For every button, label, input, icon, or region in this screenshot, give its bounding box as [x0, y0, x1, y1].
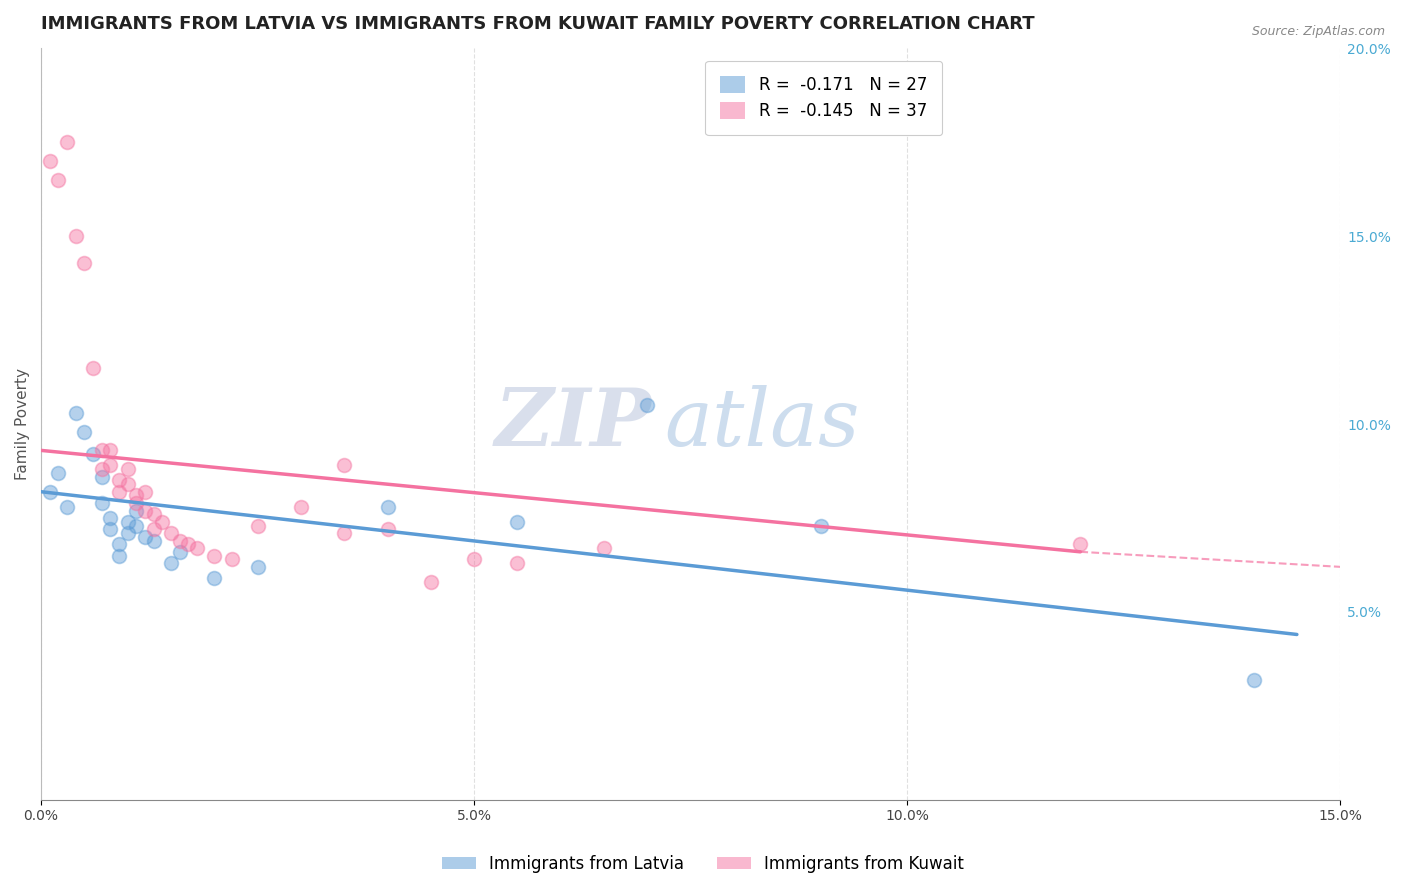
Point — [221, 552, 243, 566]
Point — [100, 511, 122, 525]
Point — [134, 530, 156, 544]
Text: Source: ZipAtlas.com: Source: ZipAtlas.com — [1251, 25, 1385, 38]
Point — [38, 484, 60, 499]
Point — [202, 549, 225, 563]
Point — [108, 549, 131, 563]
Point — [65, 229, 87, 244]
Point — [100, 522, 122, 536]
Point — [1243, 673, 1265, 687]
Point — [73, 255, 96, 269]
Legend: R =  -0.171   N = 27, R =  -0.145   N = 37: R = -0.171 N = 27, R = -0.145 N = 37 — [706, 61, 942, 136]
Legend: Immigrants from Latvia, Immigrants from Kuwait: Immigrants from Latvia, Immigrants from … — [436, 848, 970, 880]
Text: ZIP: ZIP — [495, 385, 651, 463]
Point — [117, 526, 139, 541]
Point — [125, 503, 148, 517]
Point — [90, 469, 112, 483]
Point — [48, 173, 70, 187]
Point — [169, 545, 191, 559]
Point — [290, 500, 312, 514]
Point — [246, 559, 269, 574]
Point — [333, 458, 356, 473]
Point — [100, 458, 122, 473]
Point — [90, 496, 112, 510]
Point — [142, 533, 165, 548]
Point — [463, 552, 485, 566]
Point — [117, 477, 139, 491]
Point — [419, 574, 441, 589]
Y-axis label: Family Poverty: Family Poverty — [15, 368, 30, 480]
Point — [56, 136, 79, 150]
Point — [65, 406, 87, 420]
Point — [506, 515, 529, 529]
Point — [90, 462, 112, 476]
Point — [186, 541, 208, 555]
Point — [1069, 537, 1091, 551]
Point — [108, 484, 131, 499]
Point — [150, 515, 173, 529]
Point — [117, 462, 139, 476]
Point — [108, 537, 131, 551]
Point — [177, 537, 200, 551]
Point — [142, 508, 165, 522]
Point — [134, 484, 156, 499]
Point — [125, 518, 148, 533]
Point — [90, 443, 112, 458]
Point — [636, 398, 658, 412]
Point — [169, 533, 191, 548]
Point — [38, 154, 60, 169]
Point — [246, 518, 269, 533]
Point — [125, 496, 148, 510]
Point — [377, 500, 399, 514]
Point — [142, 522, 165, 536]
Point — [100, 443, 122, 458]
Point — [377, 522, 399, 536]
Point — [108, 474, 131, 488]
Point — [125, 488, 148, 502]
Point — [810, 518, 832, 533]
Point — [73, 425, 96, 439]
Text: atlas: atlas — [665, 385, 860, 463]
Point — [48, 466, 70, 480]
Point — [593, 541, 616, 555]
Point — [160, 526, 183, 541]
Point — [160, 556, 183, 570]
Point — [82, 447, 104, 461]
Point — [134, 503, 156, 517]
Point — [202, 571, 225, 585]
Text: IMMIGRANTS FROM LATVIA VS IMMIGRANTS FROM KUWAIT FAMILY POVERTY CORRELATION CHAR: IMMIGRANTS FROM LATVIA VS IMMIGRANTS FRO… — [41, 15, 1035, 33]
Point — [56, 500, 79, 514]
Point — [117, 515, 139, 529]
Point — [333, 526, 356, 541]
Point — [82, 360, 104, 375]
Point — [506, 556, 529, 570]
